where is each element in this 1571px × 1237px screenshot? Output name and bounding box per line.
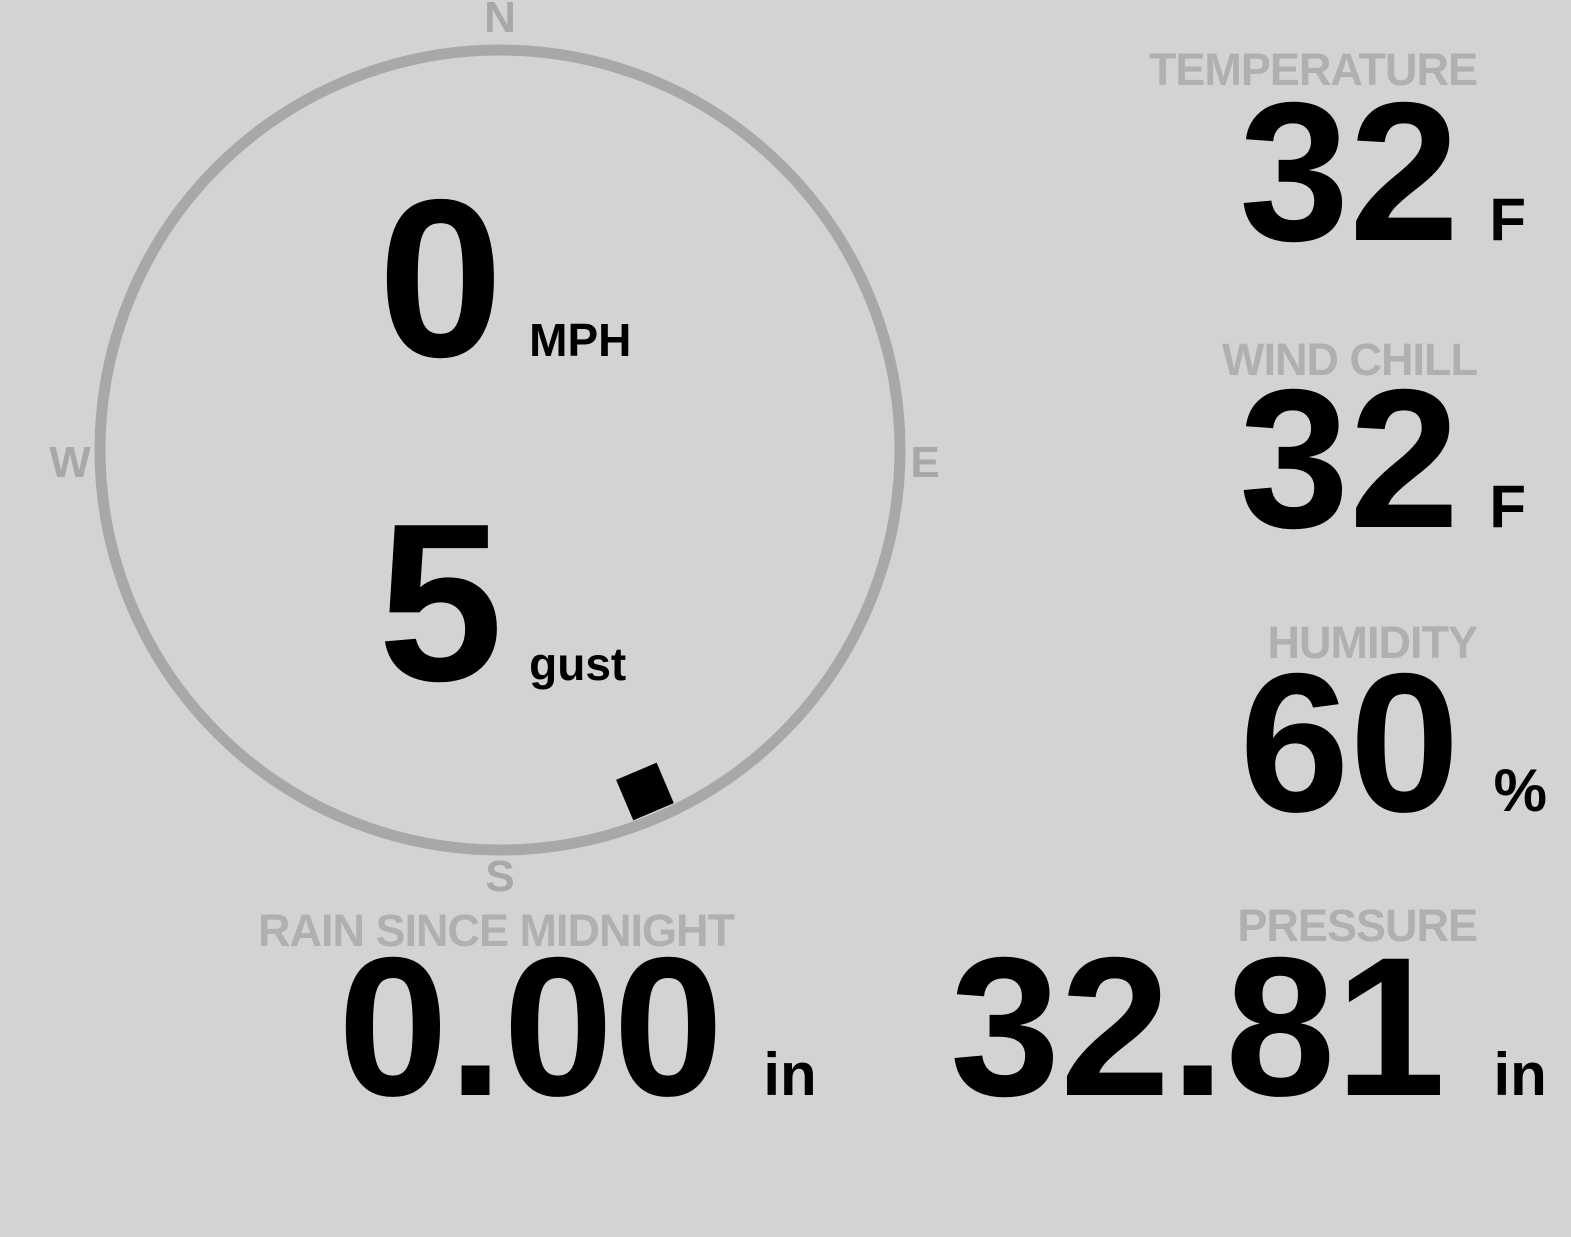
cardinal-label-south: S: [485, 852, 515, 901]
humidity-label: HUMIDITY: [1267, 617, 1478, 668]
wind-gust-readout: 5 gust: [378, 490, 626, 715]
wind-chill-label: WIND CHILL: [1222, 334, 1478, 385]
pressure-label: PRESSURE: [1237, 900, 1478, 951]
wind-chill-value: 32: [1239, 348, 1460, 569]
pressure-value: 32.81: [950, 916, 1446, 1137]
wind-gust-value: 5: [378, 476, 504, 728]
humidity-readout: 60 %: [1239, 644, 1547, 842]
pressure-unit: in: [1493, 1041, 1547, 1108]
wind-gust-unit: gust: [529, 638, 627, 690]
temperature-unit: F: [1489, 186, 1526, 253]
rain-since-midnight-unit: in: [763, 1041, 817, 1108]
dial-circle: [94, 44, 906, 856]
wind-speed-readout: 0 MPH: [378, 166, 631, 391]
wind-dial: [94, 44, 906, 856]
humidity-unit: %: [1493, 757, 1547, 824]
rain-since-midnight-readout: 0.00 in: [338, 928, 817, 1126]
rain-since-midnight-value: 0.00: [338, 916, 724, 1137]
cardinal-label-east: E: [910, 438, 940, 487]
temperature-value: 32: [1239, 61, 1460, 282]
wind-chill-readout: 32 F: [1239, 360, 1526, 558]
wind-speed-value: 0: [378, 152, 504, 404]
pressure-readout: 32.81 in: [950, 928, 1547, 1126]
humidity-value: 60: [1239, 632, 1460, 853]
wind-chill-unit: F: [1489, 473, 1526, 540]
cardinal-label-west: W: [49, 438, 91, 487]
rain-since-midnight-label: RAIN SINCE MIDNIGHT: [258, 905, 735, 956]
temperature-label: TEMPERATURE: [1148, 44, 1478, 95]
cardinal-label-north: N: [484, 0, 516, 42]
wind-direction-marker: [616, 762, 674, 821]
wind-speed-unit: MPH: [529, 314, 632, 366]
temperature-readout: 32 F: [1239, 73, 1526, 271]
